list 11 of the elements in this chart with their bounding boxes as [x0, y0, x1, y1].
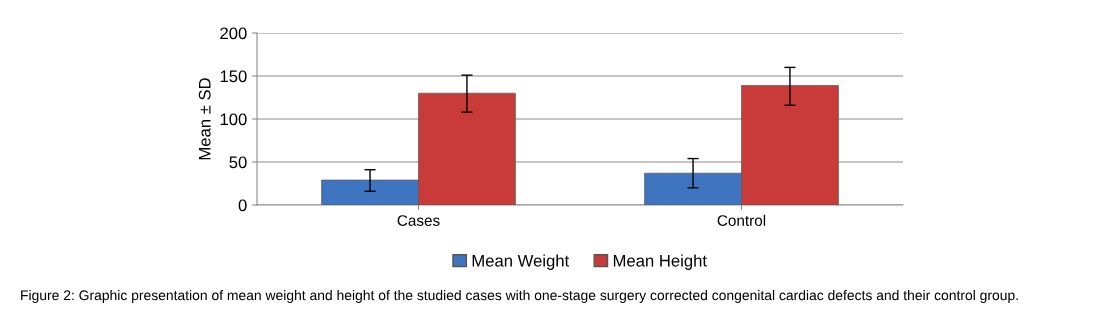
caption: Figure 2: Graphic presentation of mean weight and height of the studied cases with one-stage surgery corrected congenital cardiac defects and their control group.: [21, 290, 1018, 303]
y-tick-label: 200: [220, 27, 247, 40]
x-tick-label: Cases: [397, 215, 440, 226]
y-tick-label: 50: [229, 156, 247, 169]
y-tick-label: 150: [220, 70, 247, 83]
legend-label: Mean Weight: [472, 254, 570, 270]
y-axis-title: Mean ± SD: [198, 78, 211, 160]
y-tick-label: 100: [220, 113, 247, 126]
x-tick-label: Control: [717, 214, 766, 226]
y-tick-label: 0: [238, 199, 247, 212]
legend-label: Mean Height: [613, 254, 707, 270]
